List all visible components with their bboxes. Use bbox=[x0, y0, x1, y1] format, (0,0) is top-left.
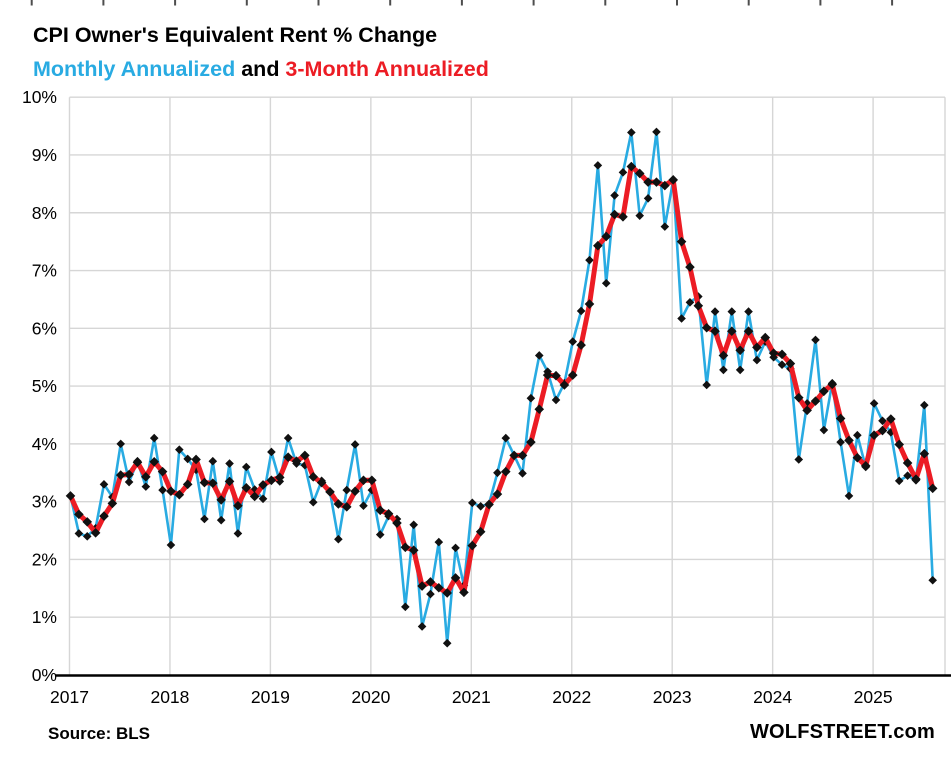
y-tick-label: 6% bbox=[32, 318, 57, 338]
y-tick-label: 7% bbox=[32, 261, 57, 281]
y-tick-label: 3% bbox=[32, 492, 57, 512]
y-tick-label: 2% bbox=[32, 549, 57, 569]
x-tick-label: 2022 bbox=[552, 687, 591, 707]
x-tick-label: 2019 bbox=[251, 687, 290, 707]
x-tick-label: 2018 bbox=[150, 687, 189, 707]
x-tick-label: 2025 bbox=[854, 687, 893, 707]
x-tick-label: 2020 bbox=[351, 687, 390, 707]
legend-monthly-annualized: Monthly Annualized bbox=[33, 57, 236, 81]
y-tick-label: 9% bbox=[32, 145, 57, 165]
wolfstreet-watermark: WOLFSTREET.com bbox=[749, 721, 935, 743]
y-tick-label: 0% bbox=[32, 665, 57, 685]
legend-and-text: and bbox=[235, 57, 286, 81]
chart-subtitle: Monthly Annualized and 3-Month Annualize… bbox=[33, 57, 489, 82]
x-tick-label: 2023 bbox=[653, 687, 692, 707]
x-tick-label: 2021 bbox=[452, 687, 491, 707]
three-month-annualized-markers bbox=[65, 161, 938, 598]
chart-title: CPI Owner's Equivalent Rent % Change bbox=[33, 23, 438, 47]
y-tick-label: 5% bbox=[32, 376, 57, 396]
y-tick-label: 10% bbox=[22, 87, 57, 107]
y-tick-label: 8% bbox=[32, 203, 57, 223]
y-tick-label: 1% bbox=[32, 607, 57, 627]
monthly-annualized-line bbox=[69, 130, 935, 645]
three-month-annualized-line bbox=[68, 164, 936, 596]
x-tick-label: 2024 bbox=[753, 687, 792, 707]
source-note: Source: BLS bbox=[48, 724, 151, 743]
y-tick-label: 4% bbox=[32, 434, 57, 454]
x-tick-label: 2017 bbox=[50, 687, 89, 707]
legend-3-month-annualized: 3-Month Annualized bbox=[285, 57, 489, 81]
monthly-annualized-markers bbox=[66, 127, 937, 648]
